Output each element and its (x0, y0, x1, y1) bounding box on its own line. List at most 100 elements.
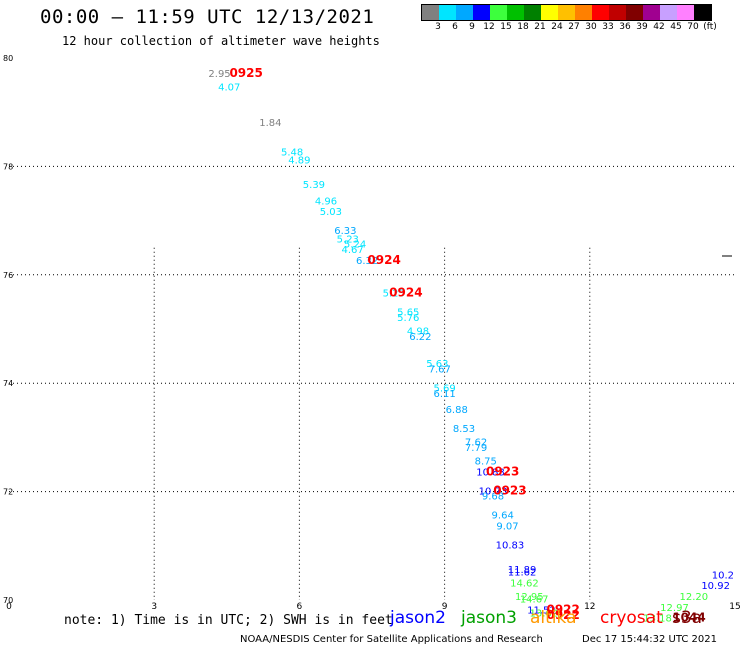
legend-jason3: jason3 (461, 608, 517, 628)
wave-height-label: 9.07 (496, 522, 518, 533)
wave-height-label: 8.53 (453, 424, 475, 435)
wave-height-label: 11.52 (527, 606, 556, 617)
scale-swatch (490, 5, 507, 20)
pass-time-label: 0922 (546, 608, 579, 622)
wave-height-label: 6.22 (409, 332, 431, 343)
legend-s3a: s3a (672, 608, 703, 628)
wave-height-label: 5.23 (337, 234, 359, 245)
wave-height-label: 5.24 (344, 240, 366, 251)
wave-height-label: 9.68 (482, 492, 504, 503)
pass-time-label: 1044 (672, 611, 705, 625)
wave-height-label: 13.18 (643, 614, 672, 625)
wave-height-label: 4.96 (315, 196, 337, 207)
scale-swatch (677, 5, 694, 20)
footer-credit: NOAA/NESDIS Center for Satellite Applica… (240, 634, 543, 645)
scale-swatch (609, 5, 626, 20)
chart-title: 00:00 – 11:59 UTC 12/13/2021 (40, 6, 375, 28)
wave-height-label: 5.39 (303, 180, 325, 191)
chart-subtitle: 12 hour collection of altimeter wave hei… (62, 34, 380, 48)
scale-swatch (660, 5, 677, 20)
wave-height-label: 5.65 (397, 307, 419, 318)
scale-label: 70 (687, 22, 699, 32)
scale-label: 33 (602, 22, 614, 32)
wave-height-label: 7.62 (465, 438, 487, 449)
wave-height-label: 6.88 (446, 405, 468, 416)
wave-height-label: 1.84 (259, 118, 281, 129)
x-tick-label: 3 (151, 602, 157, 612)
scale-swatch (456, 5, 473, 20)
wave-height-label: 5.76 (397, 313, 419, 324)
wave-height-label: 5.63 (426, 359, 448, 370)
scale-label: 3 (435, 22, 441, 32)
x-tick-label: 15 (729, 602, 740, 612)
scale-swatch (558, 5, 575, 20)
scale-swatch (541, 5, 558, 20)
wave-height-label: 4.98 (407, 326, 429, 337)
scale-swatch (422, 5, 439, 20)
wave-height-label: 6.32 (356, 256, 378, 267)
y-tick-label: 72 (3, 488, 13, 497)
wave-height-label: 7.67 (429, 364, 451, 375)
wave-height-color-scale (421, 4, 712, 21)
scale-label: 24 (551, 22, 563, 32)
scale-swatch (439, 5, 456, 20)
wave-height-label: 5.03 (320, 207, 342, 218)
legend-altika: altika (530, 608, 577, 628)
pass-time-label: 0925 (229, 66, 262, 80)
scale-label: 15 (500, 22, 512, 32)
wave-height-label: 12.97 (660, 603, 689, 614)
wave-height-label: 4.89 (288, 156, 310, 167)
scale-label: 18 (517, 22, 529, 32)
wave-height-label: 9.64 (492, 511, 514, 522)
pass-time-label: 0924 (389, 285, 422, 299)
y-tick-label: 76 (3, 271, 13, 280)
wave-height-label: 4.67 (342, 245, 364, 256)
scale-swatch (694, 5, 711, 20)
pass-time-label: 0923 (493, 483, 526, 497)
scale-label: 9 (469, 22, 475, 32)
wave-height-label: 2.95 (208, 69, 230, 80)
y-tick-label: 78 (3, 162, 13, 171)
scale-label: 27 (568, 22, 580, 32)
wave-height-label: 14.67 (520, 595, 549, 606)
wave-height-label: 12.20 (680, 592, 709, 603)
scale-label: 21 (534, 22, 546, 32)
wave-height-label: 4.07 (218, 83, 240, 94)
legend-jason2: jason2 (390, 608, 446, 628)
y-tick-label: 74 (3, 379, 13, 388)
y-tick-label: 70 (3, 596, 13, 605)
scale-swatch (575, 5, 592, 20)
scale-label: 45 (670, 22, 682, 32)
scale-label: 36 (619, 22, 631, 32)
wave-height-label: 6.11 (433, 389, 455, 400)
wave-height-label: 10.92 (701, 581, 730, 592)
wave-height-label: 5.48 (281, 148, 303, 159)
wave-height-label: 10.83 (496, 541, 525, 552)
legend-cryosat: cryosat (600, 608, 663, 628)
x-tick-label: 6 (297, 602, 303, 612)
pass-time-label: 0922 (546, 603, 579, 617)
x-tick-label: 0 (6, 602, 12, 612)
wave-height-label: 6.33 (334, 226, 356, 237)
wave-height-label: 10.73 (479, 486, 508, 497)
scale-label: 12 (483, 22, 495, 32)
wave-height-label: 11.62 (508, 568, 537, 579)
scale-label: (ft) (703, 22, 717, 32)
wave-height-label: 10.2 (712, 570, 734, 581)
wave-height-label: 10.83 (476, 467, 505, 478)
scale-swatch (524, 5, 541, 20)
scale-label: 39 (636, 22, 648, 32)
pass-time-label: 0924 (367, 253, 400, 267)
x-tick-label: 9 (442, 602, 448, 612)
wave-height-label: 5.25 (383, 288, 405, 299)
wave-height-label: 12.95 (515, 592, 544, 603)
scale-swatch (592, 5, 609, 20)
wave-height-label: 5.69 (433, 383, 455, 394)
y-tick-label: 80 (3, 54, 13, 63)
scale-label: 6 (452, 22, 458, 32)
note-text: note: 1) Time is in UTC; 2) SWH is in fe… (64, 613, 393, 628)
wave-height-label: 7.79 (465, 443, 487, 454)
wave-height-label: 14.62 (510, 578, 539, 589)
x-tick-label: 12 (584, 602, 595, 612)
